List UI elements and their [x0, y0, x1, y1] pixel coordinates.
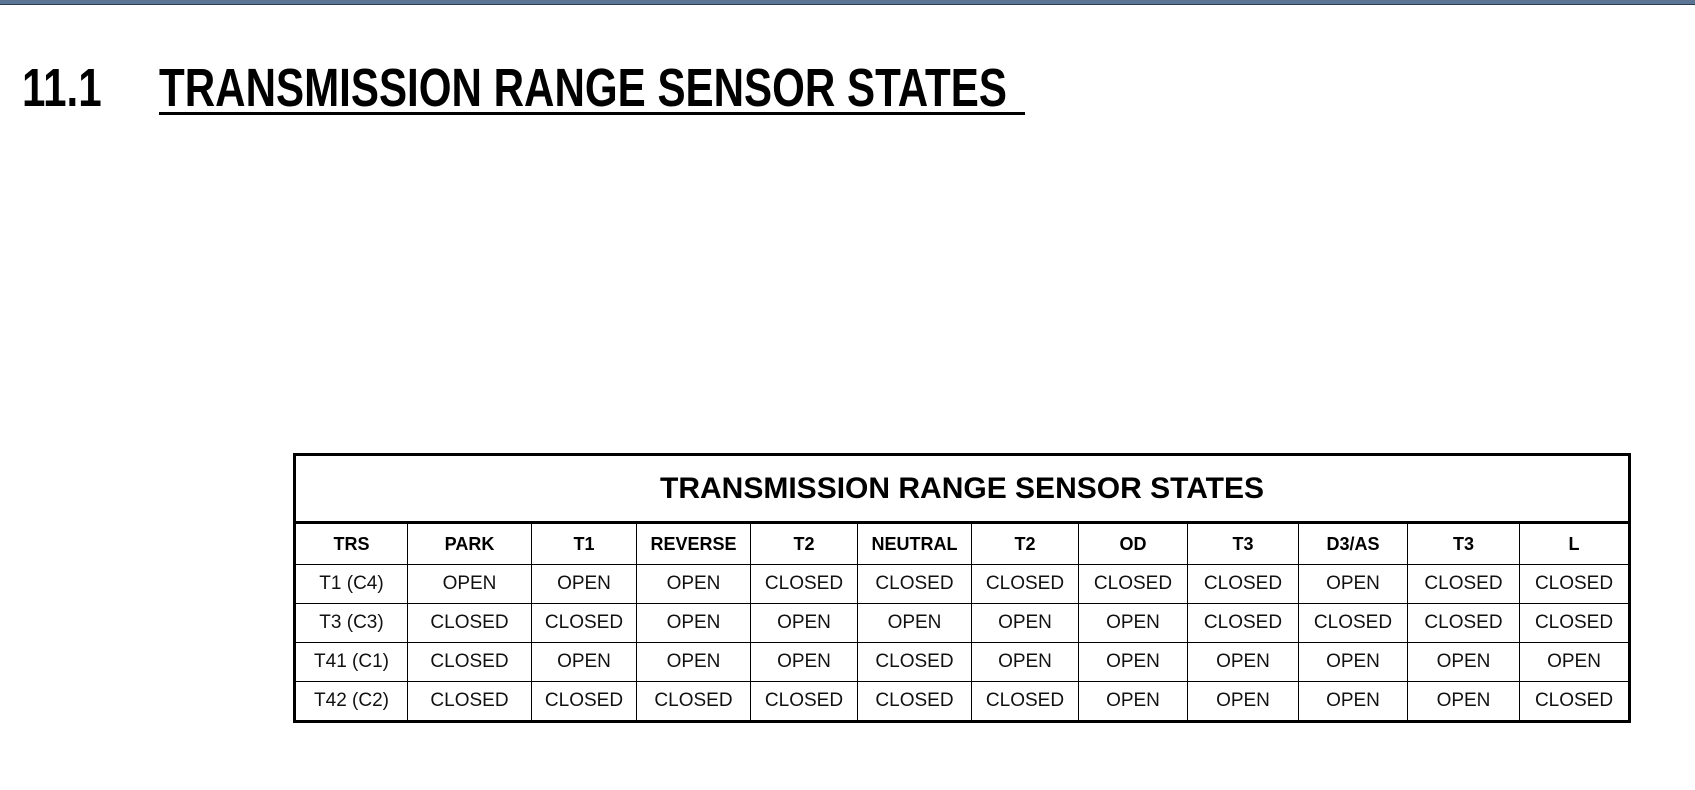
column-header: OD: [1078, 522, 1188, 565]
state-cell: CLOSED: [857, 564, 972, 604]
state-cell: CLOSED: [1187, 564, 1299, 604]
table-row: T1 (C4) OPEN OPEN OPEN CLOSED CLOSED CLOSED CLO…: [294, 564, 1631, 604]
state-cell: CLOSED: [750, 564, 858, 604]
state-cell: OPEN: [1187, 681, 1299, 722]
state-cell: CLOSED: [971, 564, 1079, 604]
state-cell: OPEN: [750, 642, 858, 682]
state-cell: CLOSED: [1407, 603, 1520, 643]
state-cell: CLOSED: [857, 681, 972, 722]
column-header: REVERSE: [636, 522, 751, 565]
state-cell: CLOSED: [407, 603, 532, 643]
state-cell: CLOSED: [971, 681, 1079, 722]
column-header: T2: [971, 522, 1079, 565]
state-cell: OPEN: [636, 564, 751, 604]
state-cell: CLOSED: [407, 681, 532, 722]
sensor-states-table: TRANSMISSION RANGE SENSOR STATES TRS PARK…: [293, 453, 1632, 723]
state-cell: OPEN: [1407, 681, 1520, 722]
state-cell: OPEN: [971, 642, 1079, 682]
title-underline: [159, 112, 1025, 115]
row-label: T42 (C2): [294, 681, 408, 722]
state-cell: CLOSED: [1518, 681, 1631, 722]
row-label: T41 (C1): [294, 642, 408, 682]
section-title: TRANSMISSION RANGE SENSOR STATES: [159, 58, 1007, 118]
row-label: T1 (C4): [294, 564, 408, 604]
window-top-bar: [0, 0, 1695, 5]
table-header-row: TRS PARK T1 REVERSE T2 NEUTRAL T2 OD T3 D3/AS T3 L: [294, 522, 1631, 565]
state-cell: OPEN: [1407, 642, 1520, 682]
state-cell: CLOSED: [1407, 564, 1520, 604]
state-cell: OPEN: [1518, 642, 1631, 682]
state-cell: OPEN: [1078, 642, 1188, 682]
state-cell: CLOSED: [1298, 603, 1408, 643]
column-header: NEUTRAL: [857, 522, 972, 565]
row-label: T3 (C3): [294, 603, 408, 643]
column-header: D3/AS: [1298, 522, 1408, 565]
state-cell: OPEN: [1298, 564, 1408, 604]
column-header: T1: [531, 522, 637, 565]
state-cell: CLOSED: [1518, 603, 1631, 643]
state-cell: CLOSED: [1518, 564, 1631, 604]
column-header: T3: [1187, 522, 1299, 565]
table-title: TRANSMISSION RANGE SENSOR STATES: [293, 454, 1631, 524]
state-cell: CLOSED: [857, 642, 972, 682]
state-cell: CLOSED: [531, 681, 637, 722]
state-cell: OPEN: [971, 603, 1079, 643]
state-cell: OPEN: [750, 603, 858, 643]
state-cell: OPEN: [1298, 642, 1408, 682]
column-header: TRS: [294, 522, 408, 565]
state-cell: OPEN: [407, 564, 532, 604]
column-header: L: [1518, 522, 1631, 565]
state-cell: OPEN: [1187, 642, 1299, 682]
table-row: T41 (C1) CLOSED OPEN OPEN OPEN CLOSED OPEN OPEN…: [294, 642, 1631, 682]
state-cell: OPEN: [531, 564, 637, 604]
state-cell: OPEN: [857, 603, 972, 643]
state-cell: CLOSED: [1078, 564, 1188, 604]
table-row: T3 (C3) CLOSED CLOSED OPEN OPEN OPEN OPEN OPEN C…: [294, 603, 1631, 643]
state-cell: OPEN: [636, 642, 751, 682]
section-number: 11.1: [22, 58, 102, 118]
state-cell: CLOSED: [636, 681, 751, 722]
state-cell: OPEN: [636, 603, 751, 643]
state-cell: CLOSED: [407, 642, 532, 682]
state-cell: CLOSED: [750, 681, 858, 722]
state-cell: OPEN: [531, 642, 637, 682]
column-header: T3: [1407, 522, 1520, 565]
column-header: PARK: [407, 522, 532, 565]
state-cell: OPEN: [1078, 681, 1188, 722]
state-cell: CLOSED: [531, 603, 637, 643]
table-row: T42 (C2) CLOSED CLOSED CLOSED CLOSED CLOSED CL…: [294, 681, 1631, 722]
state-cell: CLOSED: [1187, 603, 1299, 643]
state-cell: OPEN: [1078, 603, 1188, 643]
column-header: T2: [750, 522, 858, 565]
state-cell: OPEN: [1298, 681, 1408, 722]
